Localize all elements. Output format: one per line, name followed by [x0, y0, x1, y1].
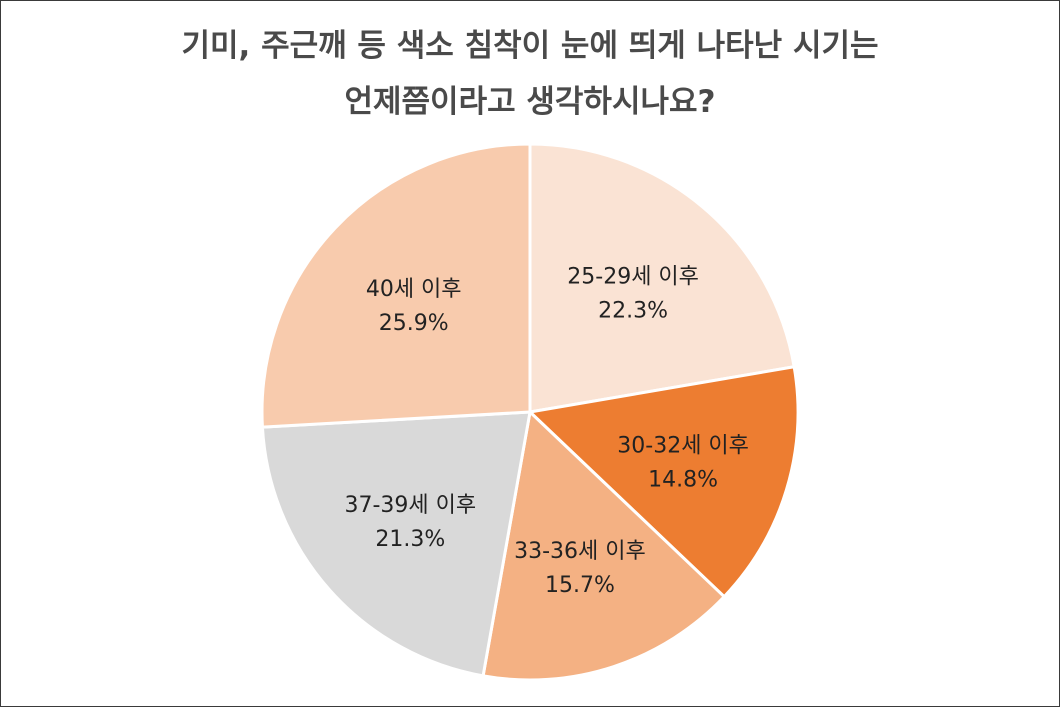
- slice-value-label-5: 25.9%: [379, 311, 449, 336]
- pie-slice-1: [528, 142, 796, 414]
- pie-slice-3: [481, 408, 727, 682]
- slice-label-5: 40세 이후: [366, 277, 462, 302]
- slice-value-label-3: 15.7%: [545, 573, 615, 598]
- pie-slice-2: [526, 365, 800, 599]
- chart-title: 기미, 주근깨 등 색소 침착이 눈에 띄게 나타난 시기는 언제쯤이라고 생각…: [0, 18, 1060, 130]
- pie-slice-4: [260, 410, 532, 678]
- slice-label-3: 33-36세 이후: [514, 539, 646, 564]
- slice-value-label-4: 21.3%: [375, 527, 445, 552]
- slice-label-4: 37-39세 이후: [344, 493, 476, 518]
- pie-slice-5: [260, 142, 532, 429]
- slice-label-1: 25-29세 이후: [567, 265, 699, 290]
- slice-value-label-2: 14.8%: [648, 468, 718, 493]
- chart-title-line-2: 언제쯤이라고 생각하시나요?: [344, 84, 716, 120]
- slice-value-label-1: 22.3%: [598, 299, 668, 324]
- slice-label-2: 30-32세 이후: [617, 434, 749, 459]
- chart-title-line-1: 기미, 주근깨 등 색소 침착이 눈에 띄게 나타난 시기는: [181, 28, 879, 64]
